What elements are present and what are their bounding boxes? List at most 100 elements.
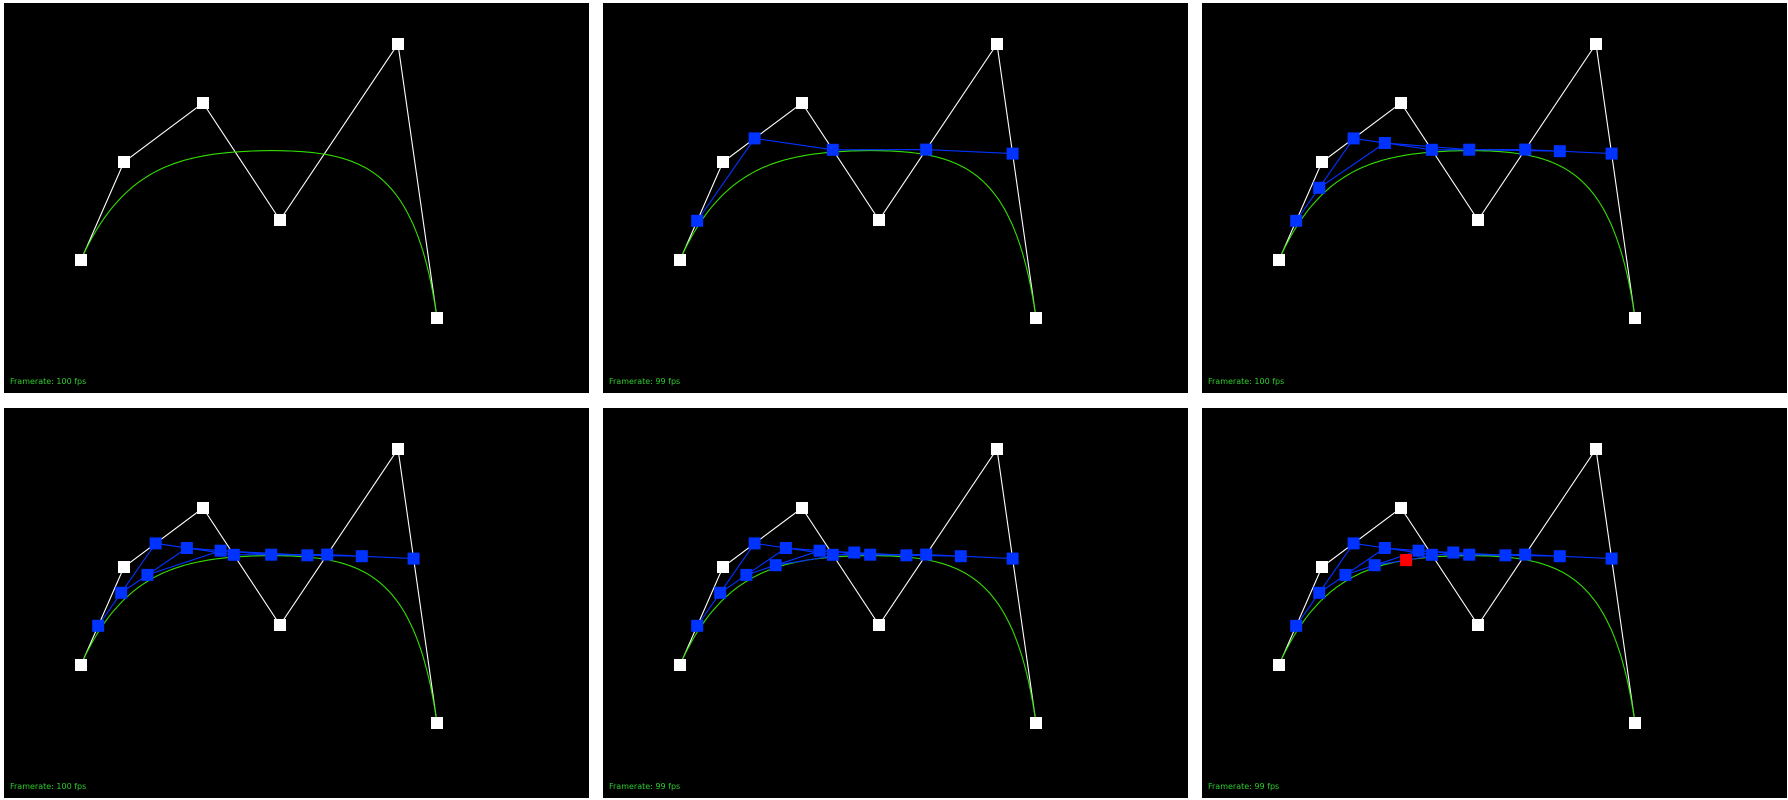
de-casteljau-point[interactable] — [1519, 548, 1532, 561]
bezier-canvas[interactable] — [4, 3, 589, 393]
de-casteljau-point[interactable] — [227, 548, 240, 561]
control-point[interactable] — [1590, 38, 1602, 50]
control-point[interactable] — [1395, 502, 1407, 514]
de-casteljau-point[interactable] — [1006, 552, 1019, 565]
de-casteljau-point[interactable] — [1378, 542, 1391, 554]
control-point[interactable] — [118, 561, 130, 573]
control-point[interactable] — [717, 156, 729, 168]
control-point[interactable] — [873, 214, 885, 226]
control-point[interactable] — [1629, 312, 1641, 324]
control-point[interactable] — [674, 254, 686, 266]
de-casteljau-point[interactable] — [1313, 181, 1326, 194]
de-casteljau-point[interactable] — [92, 619, 105, 632]
de-casteljau-point[interactable] — [1378, 137, 1391, 149]
de-casteljau-point[interactable] — [864, 548, 877, 561]
control-point[interactable] — [274, 214, 286, 226]
curve-point-marker[interactable] — [1400, 554, 1413, 567]
de-casteljau-point[interactable] — [321, 548, 334, 561]
control-point[interactable] — [873, 619, 885, 631]
de-casteljau-point[interactable] — [141, 568, 154, 581]
control-point[interactable] — [796, 502, 808, 514]
control-point[interactable] — [1472, 619, 1484, 631]
de-casteljau-point[interactable] — [826, 143, 839, 156]
de-casteljau-point[interactable] — [149, 537, 162, 550]
bezier-canvas[interactable] — [603, 3, 1188, 393]
de-casteljau-point[interactable] — [1463, 143, 1476, 156]
control-point[interactable] — [1472, 214, 1484, 226]
de-casteljau-point[interactable] — [740, 568, 753, 581]
viewport-panel-6[interactable]: Framerate: 99 fps — [1202, 408, 1787, 798]
de-casteljau-point[interactable] — [826, 548, 839, 561]
de-casteljau-point[interactable] — [1605, 147, 1618, 160]
de-casteljau-point[interactable] — [1006, 147, 1019, 160]
de-casteljau-point[interactable] — [1368, 559, 1381, 572]
de-casteljau-point[interactable] — [769, 559, 782, 572]
bezier-canvas[interactable] — [1202, 3, 1787, 393]
control-point[interactable] — [796, 97, 808, 109]
de-casteljau-point[interactable] — [115, 586, 128, 599]
control-point[interactable] — [1395, 97, 1407, 109]
control-point[interactable] — [1030, 312, 1042, 324]
control-point[interactable] — [1273, 254, 1285, 266]
de-casteljau-point[interactable] — [779, 542, 792, 554]
de-casteljau-point[interactable] — [900, 549, 913, 562]
de-casteljau-point[interactable] — [1339, 568, 1352, 581]
de-casteljau-point[interactable] — [1463, 548, 1476, 561]
control-point[interactable] — [118, 156, 130, 168]
de-casteljau-point[interactable] — [1425, 143, 1438, 156]
de-casteljau-point[interactable] — [848, 546, 861, 559]
control-point[interactable] — [1273, 659, 1285, 671]
control-point[interactable] — [392, 443, 404, 455]
de-casteljau-point[interactable] — [355, 550, 368, 563]
control-point[interactable] — [991, 38, 1003, 50]
viewport-panel-1[interactable]: Framerate: 100 fps — [4, 3, 589, 393]
control-point[interactable] — [1316, 156, 1328, 168]
control-point[interactable] — [991, 443, 1003, 455]
de-casteljau-point[interactable] — [813, 544, 826, 557]
viewport-panel-3[interactable]: Framerate: 100 fps — [1202, 3, 1787, 393]
bezier-canvas[interactable] — [1202, 408, 1787, 798]
de-casteljau-point[interactable] — [1313, 586, 1326, 599]
de-casteljau-point[interactable] — [407, 552, 420, 565]
de-casteljau-point[interactable] — [1412, 544, 1425, 557]
bezier-canvas[interactable] — [603, 408, 1188, 798]
de-casteljau-point[interactable] — [691, 619, 704, 632]
control-point[interactable] — [75, 659, 87, 671]
control-point[interactable] — [431, 312, 443, 324]
de-casteljau-point[interactable] — [954, 550, 967, 563]
control-point[interactable] — [75, 254, 87, 266]
bezier-canvas[interactable] — [4, 408, 589, 798]
de-casteljau-point[interactable] — [748, 537, 761, 550]
control-point[interactable] — [392, 38, 404, 50]
de-casteljau-point[interactable] — [301, 549, 314, 562]
control-point[interactable] — [431, 717, 443, 729]
control-point[interactable] — [1316, 561, 1328, 573]
de-casteljau-point[interactable] — [1347, 132, 1360, 145]
de-casteljau-point[interactable] — [1425, 548, 1438, 561]
viewport-panel-5[interactable]: Framerate: 99 fps — [603, 408, 1188, 798]
de-casteljau-point[interactable] — [714, 586, 727, 599]
de-casteljau-point[interactable] — [265, 548, 278, 561]
de-casteljau-point[interactable] — [214, 544, 227, 557]
de-casteljau-point[interactable] — [1290, 619, 1303, 632]
de-casteljau-point[interactable] — [180, 542, 193, 554]
de-casteljau-point[interactable] — [920, 143, 933, 156]
control-point[interactable] — [1590, 443, 1602, 455]
de-casteljau-point[interactable] — [1553, 145, 1566, 158]
de-casteljau-point[interactable] — [748, 132, 761, 145]
control-point[interactable] — [674, 659, 686, 671]
control-point[interactable] — [717, 561, 729, 573]
viewport-panel-2[interactable]: Framerate: 99 fps — [603, 3, 1188, 393]
de-casteljau-point[interactable] — [1499, 549, 1512, 562]
de-casteljau-point[interactable] — [1605, 552, 1618, 565]
control-point[interactable] — [1030, 717, 1042, 729]
de-casteljau-point[interactable] — [1290, 214, 1303, 227]
de-casteljau-point[interactable] — [1519, 143, 1532, 156]
de-casteljau-point[interactable] — [1447, 546, 1460, 559]
de-casteljau-point[interactable] — [1553, 550, 1566, 563]
control-point[interactable] — [274, 619, 286, 631]
viewport-panel-4[interactable]: Framerate: 100 fps — [4, 408, 589, 798]
de-casteljau-point[interactable] — [691, 214, 704, 227]
de-casteljau-point[interactable] — [920, 548, 933, 561]
control-point[interactable] — [197, 502, 209, 514]
